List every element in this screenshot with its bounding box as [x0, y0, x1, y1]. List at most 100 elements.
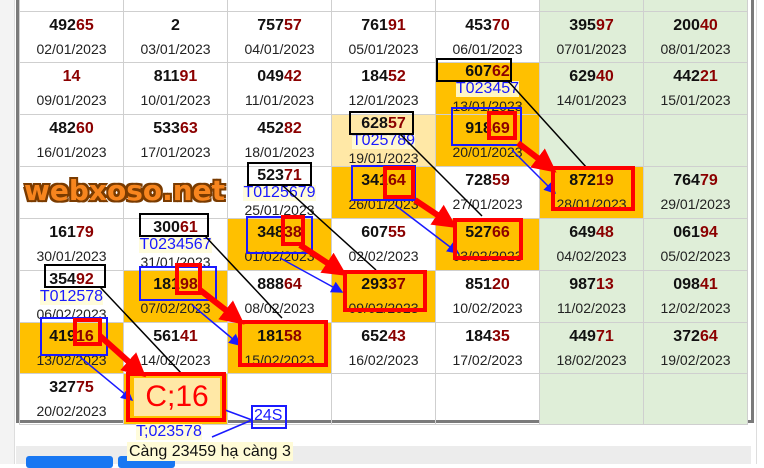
number-head: 061	[673, 224, 700, 241]
number-tail-digits: 43	[387, 327, 406, 345]
result-date: 04/01/2023	[244, 40, 315, 57]
number-tail-digits: 64	[699, 327, 718, 345]
number-head: 442	[673, 68, 700, 85]
result-date: 16/01/2023	[36, 144, 107, 160]
number-head: 184	[465, 327, 492, 345]
result-date: 18/02/2023	[556, 351, 627, 368]
week-row: 52371 T0125679 25/01/2023 34164 26/01/2023 72…	[19, 166, 748, 219]
result-cell: 60762 T023457 13/01/2023	[435, 62, 540, 115]
number-head: 728	[465, 172, 492, 189]
result-cell: 76479 29/01/2023	[643, 166, 748, 219]
result-date: 07/01/2023	[556, 40, 627, 57]
result-cell: 18435 17/02/2023	[435, 322, 540, 374]
number-tail-digits: 57	[283, 16, 302, 34]
number-tail-digits: 62	[491, 63, 510, 81]
result-number: 98713	[541, 275, 643, 295]
result-date: 12/02/2023	[660, 300, 731, 316]
annotation-label: T012578	[39, 288, 104, 305]
blue-boxes	[40, 107, 522, 429]
result-cell: 2 03/01/2023	[123, 11, 228, 63]
number-head: 161	[49, 224, 76, 241]
number-tail-digits: 66	[491, 224, 510, 241]
number-head: 449	[569, 327, 596, 345]
red-boxes	[73, 111, 635, 422]
number-tail-digits: 79	[75, 224, 94, 241]
annotation-label-row: T023457	[437, 80, 539, 98]
number-head: 764	[673, 172, 700, 189]
result-cell: 76191 05/01/2023	[331, 11, 436, 63]
number-tail-digits: 69	[491, 120, 510, 137]
number-head: 533	[153, 120, 180, 137]
number-head: 629	[569, 68, 596, 85]
result-cell	[435, 373, 540, 425]
number-head: 492	[49, 16, 76, 34]
result-number: 65243	[333, 327, 435, 347]
result-cell: 35492 T012578 06/02/2023	[19, 270, 124, 323]
facebook-like-button[interactable]	[26, 456, 113, 468]
result-date: 19/01/2023	[348, 150, 419, 166]
number-tail-digits: 97	[595, 16, 614, 34]
result-number: 04942	[229, 67, 331, 87]
number-tail-digits: 42	[283, 68, 302, 85]
result-cell: 49265 02/01/2023	[19, 11, 124, 63]
number-tail-digits: 94	[699, 224, 718, 241]
number-head: 652	[361, 327, 388, 345]
number-head: 607	[465, 63, 492, 81]
result-number: 18198	[125, 275, 227, 295]
result-number: 87219	[541, 171, 643, 191]
number-tail-digits: 71	[283, 167, 302, 185]
result-date: 14/02/2023	[140, 351, 211, 368]
prediction-result: C;16	[134, 378, 220, 416]
number-tail-digits: 40	[699, 16, 718, 34]
annotation-label: T023457	[455, 80, 520, 97]
result-number: 44221	[645, 67, 747, 87]
annotation-label: T0234567	[139, 236, 212, 253]
result-cell: 75757 04/01/2023	[227, 11, 332, 63]
number-tail-digits: 48	[595, 224, 614, 241]
result-number: 60755	[333, 223, 435, 243]
result-date: 10/01/2023	[140, 92, 211, 108]
result-number: 60762	[437, 63, 539, 81]
number-tail-digits: 70	[491, 16, 510, 34]
number-tail-digits: 41	[699, 276, 718, 293]
result-number: 49265	[21, 16, 123, 36]
annotation-label-row: T0234567	[125, 236, 227, 254]
number-tail-digits: 79	[699, 172, 718, 189]
number-head: 757	[257, 16, 284, 34]
number-head: 300	[153, 219, 180, 237]
result-cell: 34838 01/02/2023	[227, 218, 332, 271]
number-tail-digits: 52	[387, 68, 406, 85]
week-row: 49265 02/01/2023 2 03/01/2023 75757 04/01/202…	[19, 11, 748, 63]
result-cell: 64948 04/02/2023	[539, 218, 644, 271]
result-date: 17/01/2023	[140, 144, 211, 160]
result-date: 05/02/2023	[660, 248, 731, 264]
result-number: 52766	[437, 223, 539, 243]
result-number: 91869	[437, 119, 539, 139]
result-number: 29337	[333, 275, 435, 295]
result-number: 14	[21, 67, 123, 87]
result-date: 11/01/2023	[244, 92, 315, 108]
number-head: 327	[49, 378, 76, 396]
number-head: 181	[257, 327, 284, 345]
number-head: 181	[153, 276, 180, 293]
number-tail-digits: 64	[283, 276, 302, 293]
result-date: 29/01/2023	[660, 196, 731, 212]
annotation-24s: 24S	[254, 407, 283, 424]
result-date: 02/01/2023	[36, 40, 107, 57]
result-cell	[227, 373, 332, 425]
number-head: 098	[673, 276, 700, 293]
result-number: 53363	[125, 119, 227, 139]
result-date: 20/01/2023	[452, 144, 523, 160]
result-date: 03/01/2023	[140, 40, 211, 57]
result-date: 19/02/2023	[660, 351, 731, 368]
result-date: 09/01/2023	[36, 92, 107, 108]
number-tail-digits: 75	[75, 378, 94, 396]
number-tail-digits: 65	[75, 16, 94, 34]
number-head: 918	[465, 120, 492, 137]
result-number: 85120	[437, 275, 539, 295]
result-cell: 16179 30/01/2023	[19, 218, 124, 271]
page-scrollbar[interactable]	[756, 0, 764, 464]
number-head: 184	[361, 68, 388, 85]
result-date: 08/02/2023	[244, 300, 315, 316]
